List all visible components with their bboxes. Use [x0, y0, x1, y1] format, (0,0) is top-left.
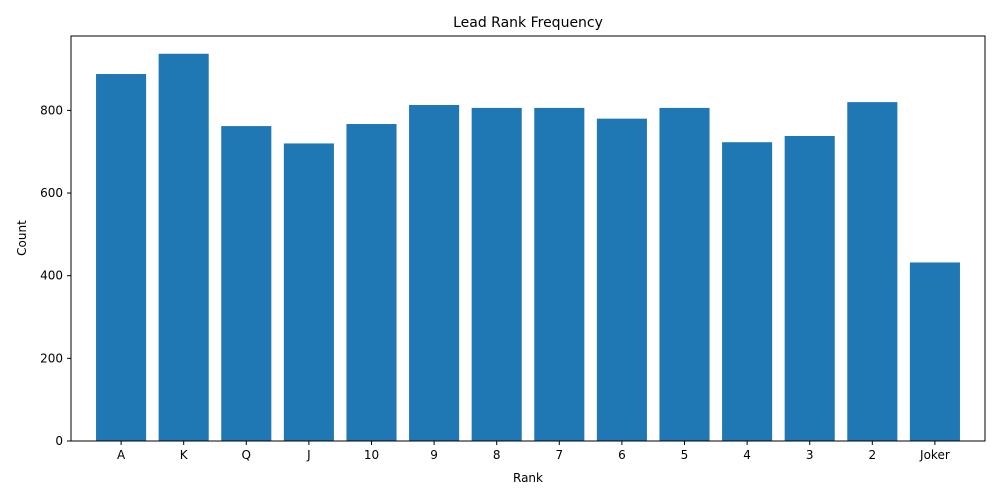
bar-4: [722, 142, 773, 442]
x-tick-label: 4: [743, 448, 751, 462]
x-tick-label: Q: [242, 448, 251, 462]
x-tick-label: 5: [681, 448, 689, 462]
bar-6: [596, 118, 647, 441]
bar-5: [659, 107, 710, 441]
y-tick-label: 200: [40, 351, 63, 365]
x-tick-label: 6: [618, 448, 626, 462]
x-tick-label: Joker: [919, 448, 950, 462]
ticks-layer: A K Q J 10 9 8 7 6 5 4 3 2 Joker 0 200 400 600 800: [40, 103, 950, 462]
plot-frame: [70, 35, 986, 442]
x-tick-label: 3: [806, 448, 814, 462]
x-tick-label: A: [117, 448, 126, 462]
x-tick-label: 8: [493, 448, 501, 462]
bar-k: [158, 53, 209, 441]
x-tick-label: J: [306, 448, 311, 462]
y-tick-label: 600: [40, 186, 63, 200]
bar-3: [784, 136, 835, 442]
chart-title: Lead Rank Frequency: [453, 15, 603, 31]
bar-a: [96, 74, 147, 441]
bars-layer: [96, 53, 960, 442]
bar-q: [221, 126, 272, 442]
bar-7: [534, 107, 585, 441]
x-tick-label: K: [180, 448, 189, 462]
bar-joker: [909, 262, 960, 441]
y-tick-label: 800: [40, 103, 63, 117]
bar-10: [346, 124, 397, 441]
bar-9: [409, 105, 460, 441]
bar-j: [283, 143, 334, 441]
y-tick-label: 400: [40, 269, 63, 283]
y-tick-label: 0: [55, 434, 63, 448]
x-tick-label: 10: [364, 448, 379, 462]
x-tick-label: 9: [430, 448, 438, 462]
bar-2: [847, 102, 898, 442]
x-tick-label: 7: [555, 448, 563, 462]
x-tick-label: 2: [868, 448, 876, 462]
bar-8: [471, 107, 522, 441]
x-axis-label: Rank: [513, 471, 543, 485]
y-axis-label: Count: [15, 220, 29, 256]
